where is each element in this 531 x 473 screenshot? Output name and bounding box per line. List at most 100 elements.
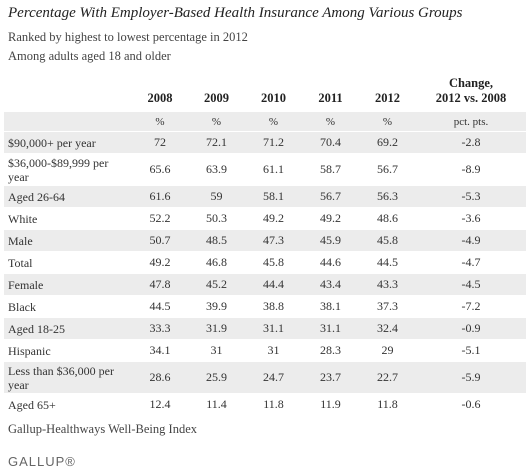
row-label-cell: $36,000-$89,999 per year (4, 153, 132, 186)
cell: -4.5 (416, 273, 526, 296)
cell: 43.3 (359, 273, 416, 296)
cell: 23.7 (302, 361, 359, 394)
table-row: $36,000-$89,999 per year 65.6 63.9 61.1 58.7… (4, 153, 526, 186)
header-cell: 2010 (261, 91, 286, 105)
row-label: Aged 26-64 (8, 189, 65, 204)
cell: 31.1 (302, 317, 359, 340)
cell: 47.8 (132, 273, 188, 296)
cell: -7.2 (416, 295, 526, 318)
cell: 44.6 (302, 251, 359, 274)
cell: 65.6 (132, 153, 188, 186)
cell: 11.8 (245, 393, 302, 416)
cell: 47.3 (245, 229, 302, 252)
row-label-cell: Aged 65+ (4, 393, 132, 416)
cell: 12.4 (132, 393, 188, 416)
cell: 31.9 (188, 317, 245, 340)
cell: 31 (245, 339, 302, 362)
cell: -0.9 (416, 317, 526, 340)
cell: 31.1 (245, 317, 302, 340)
cell: 29 (359, 339, 416, 362)
header-cell: 2011 (318, 91, 343, 105)
cell: 49.2 (245, 207, 302, 230)
cell: 39.9 (188, 295, 245, 318)
cell: 45.9 (302, 229, 359, 252)
row-label-cell: $90,000+ per year (4, 131, 132, 154)
cell: 11.8 (359, 393, 416, 416)
unit-cell: pct. pts. (416, 112, 526, 132)
header-cell: 2008 (147, 91, 173, 105)
row-label-cell: Aged 26-64 (4, 185, 132, 208)
cell: 24.7 (245, 361, 302, 394)
cell: 37.3 (359, 295, 416, 318)
row-label: Black (8, 299, 36, 314)
cell: 61.1 (245, 153, 302, 186)
cell: 50.7 (132, 229, 188, 252)
cell: -3.6 (416, 207, 526, 230)
cell: 43.4 (302, 273, 359, 296)
table-row: Aged 18-25 33.3 31.9 31.1 31.1 32.4 -0.9 (4, 317, 526, 340)
cell: 45.8 (359, 229, 416, 252)
cell: 28.6 (132, 361, 188, 394)
header-line: Change, (448, 76, 494, 90)
header-cell: 2009 (204, 91, 229, 105)
subtitle: Ranked by highest to lowest percentage i… (8, 30, 248, 44)
cell: 38.1 (302, 295, 359, 318)
unit-cell: % (359, 112, 416, 132)
row-label-cell: Hispanic (4, 339, 132, 362)
cell: 33.3 (132, 317, 188, 340)
cell (4, 112, 132, 132)
cell: 59 (188, 185, 245, 208)
row-label: Aged 65+ (8, 397, 56, 412)
header-cell: Change, 2012 vs. 2008 (416, 76, 526, 112)
cell: 50.3 (188, 207, 245, 230)
cell: 58.7 (302, 153, 359, 186)
cell: 72 (132, 131, 188, 154)
table-row: Black 44.5 39.9 38.8 38.1 37.3 -7.2 (4, 295, 526, 318)
cell: 69.2 (359, 131, 416, 154)
row-label: Hispanic (8, 343, 51, 358)
cell: 49.2 (132, 251, 188, 274)
row-label-cell: White (4, 207, 132, 230)
cell: 38.8 (245, 295, 302, 318)
cell: -5.3 (416, 185, 526, 208)
unit-cell: % (188, 112, 245, 132)
table-row: Hispanic 34.1 31 31 28.3 29 -5.1 (4, 339, 526, 362)
cell: 44.4 (245, 273, 302, 296)
row-label: $36,000-$89,999 per year (8, 155, 109, 184)
cell: 22.7 (359, 361, 416, 394)
cell: 56.3 (359, 185, 416, 208)
source: Gallup-Healthways Well-Being Index (8, 422, 197, 436)
row-label: Less than $36,000 per year (8, 363, 114, 392)
cell: 25.9 (188, 361, 245, 394)
cell: 11.9 (302, 393, 359, 416)
logo: GALLUP® (8, 454, 76, 469)
table-row: $90,000+ per year 72 72.1 71.2 70.4 69.2 -2.8 (4, 131, 526, 154)
cell: 56.7 (359, 153, 416, 186)
row-label: Aged 18-25 (8, 321, 65, 336)
row-label: Female (8, 277, 44, 292)
row-label: Male (8, 233, 33, 248)
title: Percentage With Employer-Based Health In… (8, 5, 463, 21)
cell: 44.5 (132, 295, 188, 318)
cell: 32.4 (359, 317, 416, 340)
table-row: Aged 65+ 12.4 11.4 11.8 11.9 11.8 -0.6 (4, 393, 526, 416)
cell: 45.8 (245, 251, 302, 274)
unit-cell: % (245, 112, 302, 132)
unit-cell: % (302, 112, 359, 132)
cell: 46.8 (188, 251, 245, 274)
cell: 72.1 (188, 131, 245, 154)
row-label: White (8, 211, 38, 226)
cell: -2.8 (416, 131, 526, 154)
header-cell (4, 76, 132, 112)
data-table: 2008 2009 2010 2011 2012 Change, 2012 vs. 2008… (4, 76, 526, 416)
cell: 52.2 (132, 207, 188, 230)
table-row: Female 47.8 45.2 44.4 43.4 43.3 -4.5 (4, 273, 526, 296)
cell: 63.9 (188, 153, 245, 186)
cell: 28.3 (302, 339, 359, 362)
header-row: 2008 2009 2010 2011 2012 Change, 2012 vs. 2008 (4, 76, 526, 112)
units-row: %%%%% pct. pts. (4, 112, 526, 132)
cell: 11.4 (188, 393, 245, 416)
cell: 45.2 (188, 273, 245, 296)
cell: -0.6 (416, 393, 526, 416)
